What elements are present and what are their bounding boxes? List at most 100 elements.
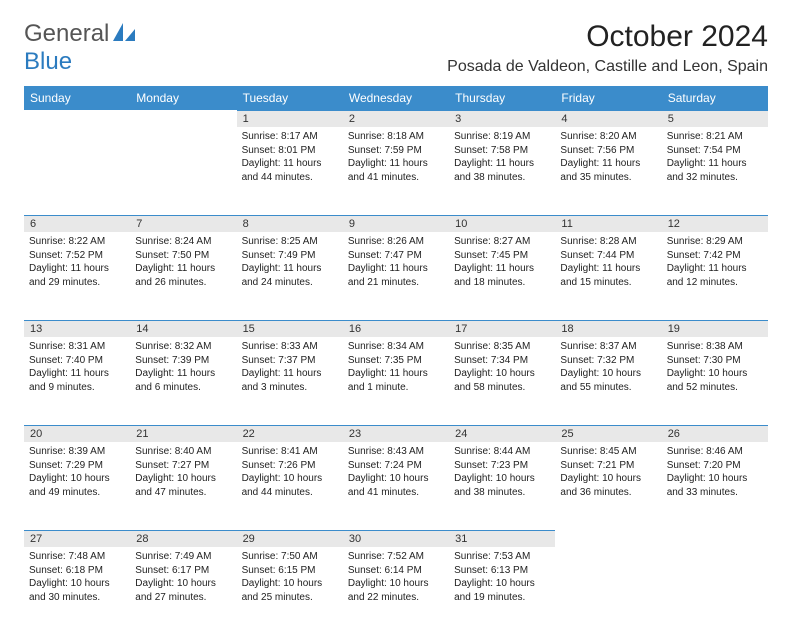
weekday-header: Tuesday — [237, 86, 343, 110]
day-content-cell: Sunrise: 7:53 AMSunset: 6:13 PMDaylight:… — [449, 547, 555, 635]
day-number: 18 — [555, 320, 661, 337]
day-number: 1 — [237, 110, 343, 127]
day-content-cell: Sunrise: 8:45 AMSunset: 7:21 PMDaylight:… — [555, 442, 661, 530]
logo-text: General Blue — [24, 20, 135, 76]
page-title: October 2024 — [447, 20, 768, 54]
calendar-body: 12345Sunrise: 8:17 AMSunset: 8:01 PMDayl… — [24, 110, 768, 635]
day-number: 5 — [662, 110, 768, 127]
day-content-cell: Sunrise: 8:21 AMSunset: 7:54 PMDaylight:… — [662, 127, 768, 215]
day-content-cell: Sunrise: 8:20 AMSunset: 7:56 PMDaylight:… — [555, 127, 661, 215]
day-number-cell: 5 — [662, 110, 768, 127]
day-number-cell — [555, 530, 661, 547]
day-content-cell: Sunrise: 8:27 AMSunset: 7:45 PMDaylight:… — [449, 232, 555, 320]
day-content: Sunrise: 8:46 AMSunset: 7:20 PMDaylight:… — [662, 442, 768, 505]
day-content-cell: Sunrise: 8:37 AMSunset: 7:32 PMDaylight:… — [555, 337, 661, 425]
day-number: 2 — [343, 110, 449, 127]
day-number-cell: 27 — [24, 530, 130, 547]
logo-text-blue: Blue — [24, 48, 72, 75]
day-content: Sunrise: 7:49 AMSunset: 6:17 PMDaylight:… — [130, 547, 236, 610]
day-content: Sunrise: 8:43 AMSunset: 7:24 PMDaylight:… — [343, 442, 449, 505]
day-content: Sunrise: 7:48 AMSunset: 6:18 PMDaylight:… — [24, 547, 130, 610]
day-content-cell: Sunrise: 7:48 AMSunset: 6:18 PMDaylight:… — [24, 547, 130, 635]
day-content: Sunrise: 8:38 AMSunset: 7:30 PMDaylight:… — [662, 337, 768, 400]
day-number: 9 — [343, 215, 449, 232]
day-content-cell: Sunrise: 8:22 AMSunset: 7:52 PMDaylight:… — [24, 232, 130, 320]
day-number-cell: 1 — [237, 110, 343, 127]
day-number: 23 — [343, 425, 449, 442]
day-number-cell: 9 — [343, 215, 449, 232]
day-content: Sunrise: 8:35 AMSunset: 7:34 PMDaylight:… — [449, 337, 555, 400]
day-number: 11 — [555, 215, 661, 232]
daycontent-row: Sunrise: 8:31 AMSunset: 7:40 PMDaylight:… — [24, 337, 768, 425]
daycontent-row: Sunrise: 8:22 AMSunset: 7:52 PMDaylight:… — [24, 232, 768, 320]
day-number-cell: 2 — [343, 110, 449, 127]
day-content-cell: Sunrise: 8:29 AMSunset: 7:42 PMDaylight:… — [662, 232, 768, 320]
day-content: Sunrise: 8:17 AMSunset: 8:01 PMDaylight:… — [237, 127, 343, 190]
day-content: Sunrise: 8:19 AMSunset: 7:58 PMDaylight:… — [449, 127, 555, 190]
day-content: Sunrise: 8:44 AMSunset: 7:23 PMDaylight:… — [449, 442, 555, 505]
day-number: 17 — [449, 320, 555, 337]
day-number: 29 — [237, 530, 343, 547]
day-content-cell: Sunrise: 8:39 AMSunset: 7:29 PMDaylight:… — [24, 442, 130, 530]
day-number-cell: 16 — [343, 320, 449, 337]
day-number-cell: 14 — [130, 320, 236, 337]
day-number-cell: 4 — [555, 110, 661, 127]
day-content: Sunrise: 8:41 AMSunset: 7:26 PMDaylight:… — [237, 442, 343, 505]
day-content-cell: Sunrise: 8:43 AMSunset: 7:24 PMDaylight:… — [343, 442, 449, 530]
day-content-cell: Sunrise: 8:28 AMSunset: 7:44 PMDaylight:… — [555, 232, 661, 320]
daynum-row: 12345 — [24, 110, 768, 127]
day-number: 3 — [449, 110, 555, 127]
calendar-head: SundayMondayTuesdayWednesdayThursdayFrid… — [24, 86, 768, 110]
day-number: 20 — [24, 425, 130, 442]
day-content: Sunrise: 8:34 AMSunset: 7:35 PMDaylight:… — [343, 337, 449, 400]
day-content: Sunrise: 8:39 AMSunset: 7:29 PMDaylight:… — [24, 442, 130, 505]
day-content-cell: Sunrise: 8:17 AMSunset: 8:01 PMDaylight:… — [237, 127, 343, 215]
day-content-cell: Sunrise: 8:35 AMSunset: 7:34 PMDaylight:… — [449, 337, 555, 425]
day-content-cell: Sunrise: 8:40 AMSunset: 7:27 PMDaylight:… — [130, 442, 236, 530]
day-number-cell: 13 — [24, 320, 130, 337]
day-number: 13 — [24, 320, 130, 337]
day-number-cell: 18 — [555, 320, 661, 337]
day-number: 15 — [237, 320, 343, 337]
day-number-cell: 25 — [555, 425, 661, 442]
day-number-cell: 29 — [237, 530, 343, 547]
calendar-table: SundayMondayTuesdayWednesdayThursdayFrid… — [24, 86, 768, 635]
day-number-cell: 3 — [449, 110, 555, 127]
day-number-cell: 30 — [343, 530, 449, 547]
day-content: Sunrise: 7:52 AMSunset: 6:14 PMDaylight:… — [343, 547, 449, 610]
day-number: 22 — [237, 425, 343, 442]
weekday-header: Sunday — [24, 86, 130, 110]
day-number-cell: 19 — [662, 320, 768, 337]
day-content: Sunrise: 8:32 AMSunset: 7:39 PMDaylight:… — [130, 337, 236, 400]
title-block: October 2024 Posada de Valdeon, Castille… — [447, 20, 768, 76]
day-number: 30 — [343, 530, 449, 547]
day-content-cell: Sunrise: 8:46 AMSunset: 7:20 PMDaylight:… — [662, 442, 768, 530]
day-content-cell: Sunrise: 8:25 AMSunset: 7:49 PMDaylight:… — [237, 232, 343, 320]
day-content: Sunrise: 8:26 AMSunset: 7:47 PMDaylight:… — [343, 232, 449, 295]
location-subtitle: Posada de Valdeon, Castille and Leon, Sp… — [447, 58, 768, 76]
day-number-cell: 24 — [449, 425, 555, 442]
day-number: 8 — [237, 215, 343, 232]
day-content: Sunrise: 8:18 AMSunset: 7:59 PMDaylight:… — [343, 127, 449, 190]
day-content-cell — [24, 127, 130, 215]
logo-text-general: General — [24, 20, 109, 47]
day-content-cell: Sunrise: 8:34 AMSunset: 7:35 PMDaylight:… — [343, 337, 449, 425]
day-number-cell: 10 — [449, 215, 555, 232]
daynum-row: 13141516171819 — [24, 320, 768, 337]
day-number-cell: 28 — [130, 530, 236, 547]
day-number-cell: 20 — [24, 425, 130, 442]
day-content-cell: Sunrise: 8:18 AMSunset: 7:59 PMDaylight:… — [343, 127, 449, 215]
day-content: Sunrise: 8:22 AMSunset: 7:52 PMDaylight:… — [24, 232, 130, 295]
day-content-cell: Sunrise: 7:52 AMSunset: 6:14 PMDaylight:… — [343, 547, 449, 635]
day-number: 21 — [130, 425, 236, 442]
day-content-cell: Sunrise: 8:44 AMSunset: 7:23 PMDaylight:… — [449, 442, 555, 530]
day-number: 28 — [130, 530, 236, 547]
day-content-cell: Sunrise: 8:41 AMSunset: 7:26 PMDaylight:… — [237, 442, 343, 530]
weekday-header: Monday — [130, 86, 236, 110]
day-number-cell — [130, 110, 236, 127]
day-number: 12 — [662, 215, 768, 232]
day-content: Sunrise: 8:25 AMSunset: 7:49 PMDaylight:… — [237, 232, 343, 295]
day-number: 24 — [449, 425, 555, 442]
daynum-row: 2728293031 — [24, 530, 768, 547]
day-number-cell: 11 — [555, 215, 661, 232]
